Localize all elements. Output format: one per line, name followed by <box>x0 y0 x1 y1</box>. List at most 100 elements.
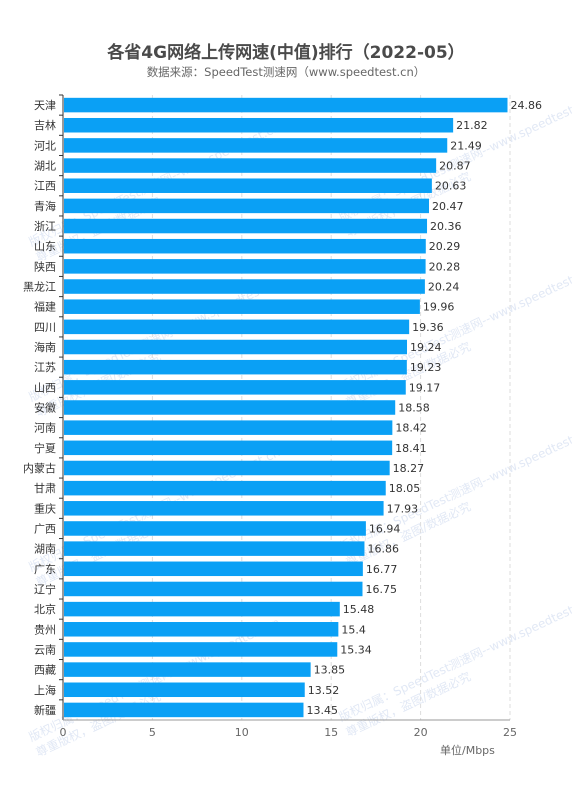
bar <box>64 501 384 516</box>
value-label: 16.86 <box>367 543 399 556</box>
category-label: 重庆 <box>34 501 56 515</box>
bar <box>64 541 365 556</box>
bar <box>64 339 408 355</box>
bar <box>64 238 426 254</box>
bar <box>64 359 407 375</box>
value-label: 20.29 <box>429 240 461 253</box>
value-label: 20.36 <box>430 220 462 233</box>
category-label: 江苏 <box>34 361 56 374</box>
value-label: 18.41 <box>395 442 427 455</box>
value-label: 20.47 <box>432 200 464 213</box>
bar <box>64 561 363 577</box>
value-label: 19.96 <box>423 301 455 314</box>
category-label: 陕西 <box>34 259 56 273</box>
category-label: 河北 <box>34 139 56 152</box>
category-label: 青海 <box>34 199 56 213</box>
category-label: 贵州 <box>34 623 56 636</box>
value-label: 13.52 <box>308 684 340 697</box>
bar <box>64 581 363 597</box>
bar <box>64 380 406 395</box>
bar <box>64 460 390 476</box>
value-label: 16.94 <box>369 522 401 535</box>
bar <box>64 117 454 133</box>
category-label: 黑龙江 <box>23 281 56 294</box>
category-label: 甘肃 <box>34 482 56 495</box>
value-label: 18.27 <box>393 462 425 475</box>
value-label: 18.05 <box>389 482 421 495</box>
value-label: 20.24 <box>428 281 460 294</box>
bar <box>64 158 437 173</box>
bar <box>64 138 448 153</box>
bar <box>64 319 410 335</box>
value-label: 15.34 <box>340 643 372 656</box>
bar <box>64 279 425 294</box>
value-label: 19.36 <box>412 321 444 334</box>
category-label: 西藏 <box>34 664 56 677</box>
value-label: 18.42 <box>395 422 427 435</box>
x-tick-label: 15 <box>324 726 338 739</box>
value-label: 20.28 <box>429 260 461 273</box>
bar <box>64 400 396 415</box>
bar <box>64 601 340 617</box>
category-label: 吉林 <box>34 118 56 132</box>
category-label: 湖北 <box>34 160 56 173</box>
category-label: 福建 <box>34 300 56 314</box>
bar <box>64 218 428 234</box>
category-label: 宁夏 <box>34 441 56 455</box>
bar <box>64 97 508 113</box>
x-tick-label: 0 <box>60 726 67 739</box>
category-label: 辽宁 <box>34 582 56 596</box>
value-label: 15.4 <box>341 623 366 636</box>
value-label: 24.86 <box>510 99 542 112</box>
category-label: 湖南 <box>34 543 56 556</box>
bar <box>64 480 386 496</box>
bar <box>64 521 366 536</box>
x-tick-label: 5 <box>149 726 156 739</box>
category-label: 广东 <box>34 563 56 576</box>
category-label: 四川 <box>34 321 56 334</box>
category-label: 天津 <box>34 99 56 112</box>
bar <box>64 622 339 637</box>
category-label: 山西 <box>34 381 56 394</box>
category-label: 河南 <box>34 422 56 435</box>
bar <box>64 682 305 698</box>
x-tick-label: 10 <box>235 726 249 739</box>
bar <box>64 420 393 435</box>
chart-subtitle: 数据来源：SpeedTest测速网（www.speedtest.cn） <box>146 65 426 79</box>
x-tick-label: 20 <box>414 726 428 739</box>
bar <box>64 662 311 677</box>
value-label: 21.82 <box>456 119 488 132</box>
bar <box>64 178 432 193</box>
value-label: 21.49 <box>450 139 482 152</box>
category-label: 内蒙古 <box>23 461 56 475</box>
value-label: 13.85 <box>314 664 346 677</box>
value-label: 17.93 <box>387 502 419 515</box>
category-label: 海南 <box>34 340 56 354</box>
value-label: 16.77 <box>366 563 398 576</box>
value-label: 16.75 <box>365 583 397 596</box>
value-label: 15.48 <box>343 603 375 616</box>
category-label: 新疆 <box>34 703 56 717</box>
category-label: 山东 <box>34 240 56 253</box>
bar <box>64 299 420 314</box>
x-tick-label: 25 <box>503 726 517 739</box>
chart-title: 各省4G网络上传网速(中值)排行（2022-05） <box>107 43 465 63</box>
category-label: 广西 <box>34 522 56 535</box>
category-label: 安徽 <box>34 401 56 415</box>
value-label: 20.87 <box>439 160 471 173</box>
bar <box>64 198 430 214</box>
bar <box>64 642 338 657</box>
bar <box>64 440 393 456</box>
bar <box>64 702 304 718</box>
category-label: 云南 <box>34 643 56 656</box>
category-label: 北京 <box>34 602 56 616</box>
category-label: 上海 <box>34 683 56 697</box>
value-label: 13.45 <box>306 704 338 717</box>
value-label: 19.23 <box>410 361 442 374</box>
bar <box>64 259 426 274</box>
value-label: 19.17 <box>409 381 441 394</box>
value-label: 18.58 <box>398 402 430 415</box>
x-axis-unit-label: 单位/Mbps <box>440 744 495 757</box>
